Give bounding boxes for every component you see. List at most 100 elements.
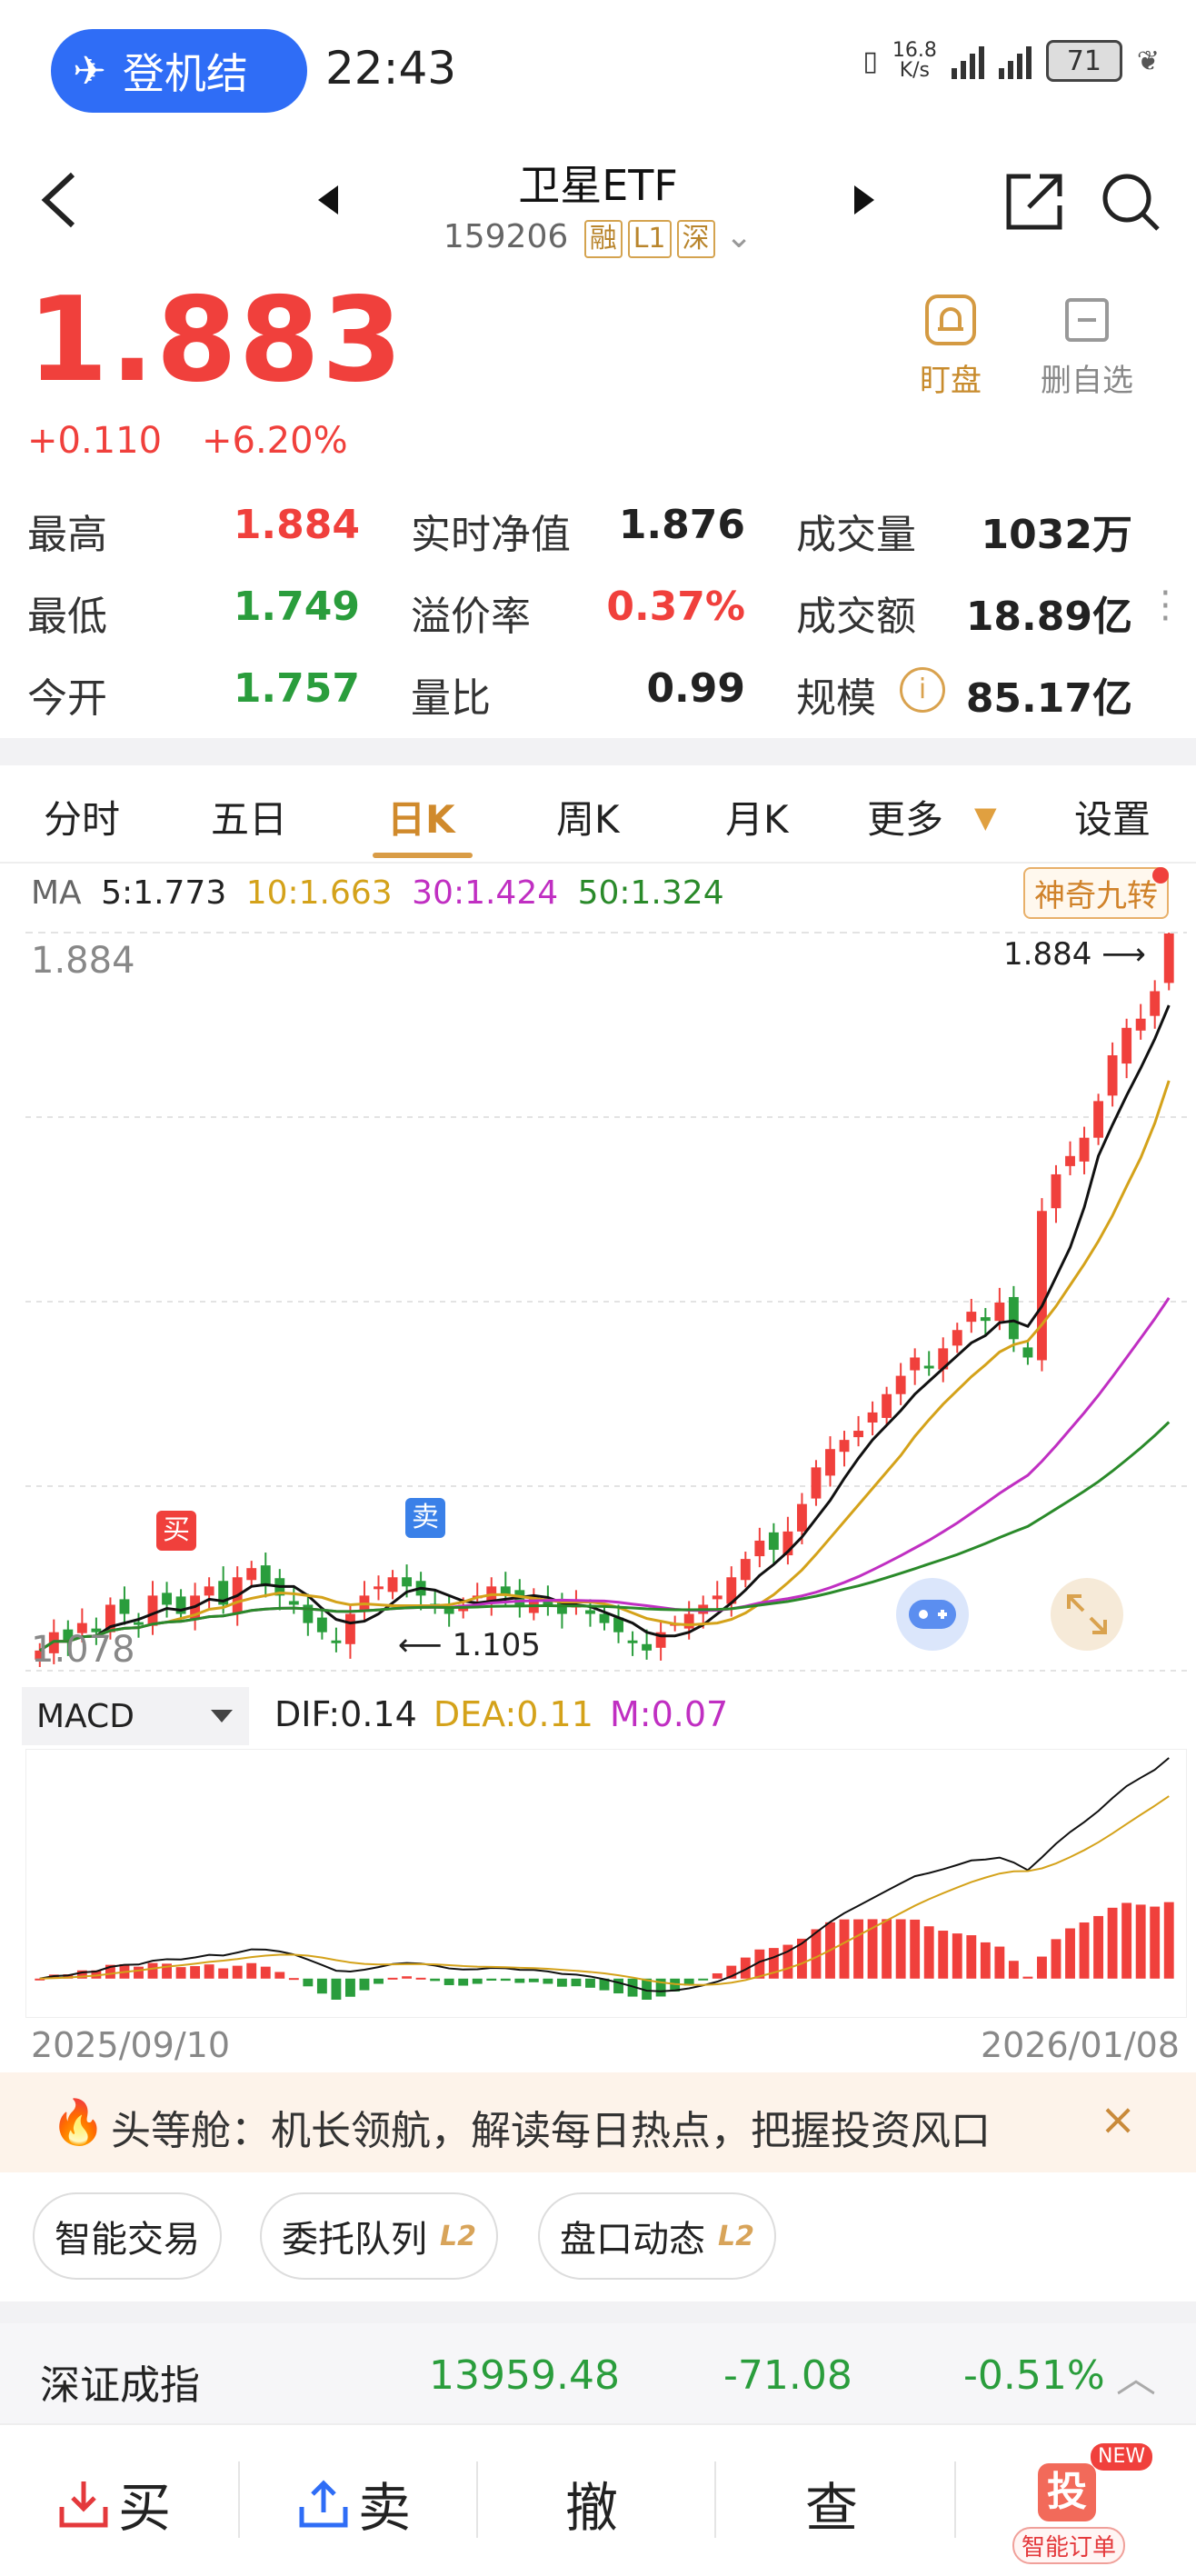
stat-label: 最高 (27, 512, 107, 558)
tab-6[interactable]: 设置 (1074, 797, 1151, 842)
chevron-up-icon[interactable]: ︿ (1116, 2355, 1156, 2401)
fullscreen-button[interactable] (1051, 1578, 1123, 1651)
date-start-label: 2025/09/10 (31, 2025, 231, 2065)
nine-turn-badge[interactable]: 神奇九转 (1023, 867, 1169, 919)
triangle-right-icon (854, 185, 874, 215)
leaf-icon: ❦ (1136, 45, 1160, 77)
tab-2[interactable]: 日K (387, 797, 455, 842)
candle (966, 1312, 977, 1323)
candle (712, 1595, 723, 1600)
index-ticker[interactable]: 深证成指 13959.48 -71.08 -0.51% ︿ (0, 2323, 1196, 2423)
tab-1[interactable]: 五日 (211, 797, 288, 842)
more-dots-icon[interactable]: · · · (1160, 573, 1171, 640)
search-button[interactable] (1100, 171, 1163, 238)
kline-chart[interactable] (25, 929, 1187, 1680)
candle (402, 1577, 413, 1587)
more-dropdown-icon[interactable]: ▼ (974, 800, 997, 834)
macd-bar (952, 1933, 962, 1979)
macd-selector[interactable]: MACD (22, 1687, 249, 1745)
stock-code-row[interactable]: 159206 融 L1 深 ⌄ (0, 218, 1196, 258)
sell-button[interactable]: 卖 (296, 2465, 411, 2541)
candle (91, 1628, 102, 1632)
macd-bar (303, 1978, 314, 1987)
macd-bar (458, 1978, 469, 1986)
macd-bar (543, 1978, 553, 1984)
remove-watchlist-button[interactable]: 删自选 (1032, 293, 1141, 400)
page-title: 卫星ETF (518, 161, 678, 210)
next-stock-button[interactable] (851, 182, 878, 222)
macd-bar (204, 1964, 214, 1979)
tab-3[interactable]: 周K (556, 797, 620, 842)
section-divider (0, 738, 1196, 765)
buy-button[interactable]: 买 (56, 2465, 171, 2541)
chip-1[interactable]: 委托队列 L2 (260, 2192, 498, 2280)
share-icon (1006, 174, 1062, 230)
sell-signal-marker: 卖 (405, 1498, 445, 1538)
query-button[interactable]: 查 (805, 2477, 859, 2539)
candle (853, 1431, 863, 1438)
macd-bar (218, 1968, 229, 1979)
macd-bar (387, 1977, 398, 1980)
stat-label: 今开 (27, 675, 107, 722)
watch-button[interactable]: 盯盘 (896, 293, 1005, 400)
candle (825, 1449, 835, 1476)
chip-2[interactable]: 盘口动态 L2 (538, 2192, 776, 2280)
airplane-icon: ✈ (73, 47, 106, 95)
macd-bar (556, 1978, 567, 1987)
candle (303, 1604, 314, 1623)
stat-label: 实时净值 (411, 512, 571, 558)
candle (768, 1532, 779, 1551)
section-divider-2 (0, 2301, 1196, 2323)
tab-5[interactable]: 更多 (867, 797, 944, 842)
candle (175, 1596, 186, 1614)
ma5-value: 5:1.773 (101, 874, 227, 912)
close-icon[interactable]: × (1100, 2094, 1137, 2145)
macd-bar (627, 1978, 638, 1997)
macd-bar (175, 1967, 186, 1979)
boarding-label: 登机结 (122, 49, 248, 98)
tab-0[interactable]: 分时 (44, 797, 121, 842)
info-icon[interactable]: i (900, 667, 945, 713)
ma10-line (38, 1080, 1171, 1652)
vibrate-icon: ▯ (862, 45, 878, 77)
macd-bar (1065, 1928, 1075, 1979)
smart-order-button[interactable]: 投 NEW 智能订单 (1012, 2443, 1153, 2571)
macd-bar (782, 1944, 793, 1979)
candle (642, 1643, 653, 1651)
stat-label: 成交额 (796, 594, 916, 640)
macd-bar (1093, 1915, 1104, 1979)
share-button[interactable] (1003, 171, 1065, 236)
stat-value: 1.749 (233, 584, 360, 630)
candle (1107, 1054, 1118, 1096)
candle (162, 1593, 172, 1605)
macd-bar (63, 1974, 74, 1979)
margin-tag: 融 (583, 220, 623, 258)
macd-bar (1121, 1902, 1132, 1979)
stat-value: 0.99 (646, 665, 745, 712)
candle (923, 1365, 934, 1369)
dea-line (39, 1795, 1170, 1986)
prev-stock-button[interactable] (314, 182, 342, 222)
cancel-order-button[interactable]: 撤 (565, 2477, 619, 2539)
candle (134, 1622, 144, 1625)
candle (76, 1622, 87, 1633)
ma5-line (38, 1004, 1171, 1652)
candle (895, 1375, 906, 1394)
macd-bar (726, 1965, 737, 1979)
candle (288, 1601, 299, 1605)
boarding-pill[interactable]: ✈ 登机结 (51, 29, 307, 113)
new-badge: NEW (1091, 2443, 1153, 2471)
candle (683, 1613, 694, 1629)
promo-banner[interactable]: 🔥 头等舱：机长领航，解读每日热点，把握投资风口 × (0, 2072, 1196, 2172)
tab-divider (0, 862, 1196, 864)
tab-4[interactable]: 月K (725, 797, 789, 842)
minus-box-icon (1065, 298, 1109, 342)
chip-0[interactable]: 智能交易 (33, 2192, 222, 2280)
macd-chart[interactable] (25, 1749, 1187, 2018)
candle (387, 1577, 398, 1593)
market-tag: 深 (676, 220, 715, 258)
back-button[interactable] (33, 164, 87, 236)
game-button[interactable] (896, 1578, 969, 1651)
candle (1051, 1173, 1061, 1209)
macd-bar (938, 1931, 949, 1979)
